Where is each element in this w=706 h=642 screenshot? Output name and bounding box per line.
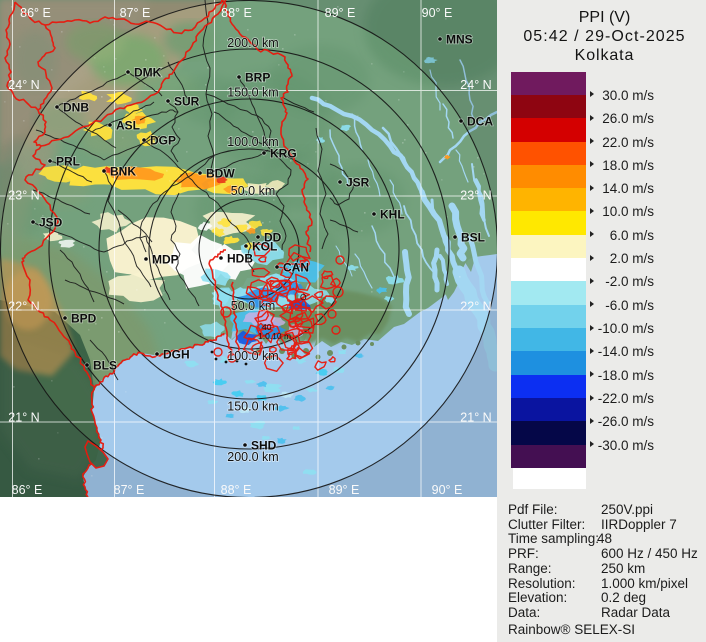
svg-text:BNK: BNK [110, 165, 136, 179]
svg-text:100.0 km: 100.0 km [227, 349, 278, 363]
svg-text:100.0 km: 100.0 km [227, 135, 278, 149]
svg-text:88° E: 88° E [221, 483, 252, 497]
svg-text:1:0.10 m: 1:0.10 m [258, 331, 291, 341]
svg-text:150.0 km: 150.0 km [227, 86, 278, 100]
svg-text:24° N: 24° N [8, 78, 39, 92]
svg-text:22° N: 22° N [460, 300, 491, 314]
svg-text:90° E: 90° E [422, 6, 453, 20]
svg-text:SUR: SUR [174, 95, 200, 109]
svg-text:DD: DD [264, 231, 282, 245]
svg-text:DCA: DCA [467, 115, 493, 129]
svg-text:50.0 km: 50.0 km [231, 184, 275, 198]
svg-text:JSD: JSD [39, 216, 63, 230]
svg-text:21° N: 21° N [460, 411, 491, 425]
svg-text:MDP: MDP [152, 253, 179, 267]
svg-text:BLS: BLS [93, 359, 117, 373]
svg-text:BSL: BSL [461, 231, 485, 245]
svg-text:DNB: DNB [63, 101, 89, 115]
svg-text:150.0 km: 150.0 km [227, 400, 278, 414]
svg-text:BPD: BPD [71, 312, 97, 326]
svg-text:PRL: PRL [56, 155, 80, 169]
svg-text:HDB: HDB [227, 252, 253, 266]
svg-text:23° N: 23° N [8, 189, 39, 203]
svg-text:86° E: 86° E [12, 483, 43, 497]
svg-text:MNS: MNS [446, 33, 473, 47]
svg-text:DMK: DMK [134, 66, 162, 80]
svg-text:89° E: 89° E [325, 6, 356, 20]
svg-text:21° N: 21° N [8, 411, 39, 425]
svg-text:87° E: 87° E [120, 6, 151, 20]
svg-text:22° N: 22° N [8, 300, 39, 314]
svg-text:JSR: JSR [346, 176, 370, 190]
svg-text:KHL: KHL [380, 208, 405, 222]
svg-text:O: O [300, 292, 307, 302]
svg-text:200.0 km: 200.0 km [227, 450, 278, 464]
svg-text:90° E: 90° E [432, 483, 463, 497]
svg-text:ASL: ASL [116, 119, 140, 133]
svg-text:DGP: DGP [150, 134, 176, 148]
svg-text:BDW: BDW [206, 167, 235, 181]
svg-text:BRP: BRP [245, 71, 270, 85]
svg-text:88° E: 88° E [221, 6, 252, 20]
svg-text:CAN: CAN [283, 261, 309, 275]
svg-text:DGH: DGH [163, 348, 190, 362]
svg-text:KOL: KOL [252, 240, 277, 254]
svg-text:50.0 km: 50.0 km [231, 299, 275, 313]
svg-text:SHD: SHD [251, 439, 277, 453]
svg-text:200.0 km: 200.0 km [227, 36, 278, 50]
svg-text:40: 40 [262, 322, 272, 332]
svg-text:24° N: 24° N [460, 78, 491, 92]
svg-text:87° E: 87° E [114, 483, 145, 497]
svg-text:86° E: 86° E [20, 6, 51, 20]
svg-text:89° E: 89° E [329, 483, 360, 497]
svg-text:23° N: 23° N [460, 189, 491, 203]
svg-text:KRG: KRG [270, 147, 297, 161]
